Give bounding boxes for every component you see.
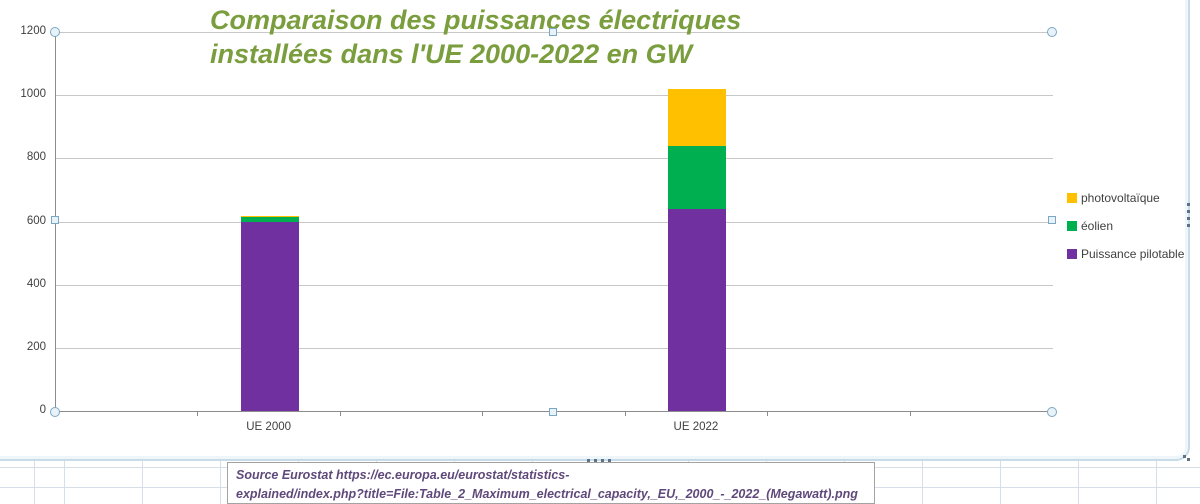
source-textbox[interactable]: Source Eurostat https://ec.europa.eu/eur…: [227, 462, 875, 504]
selection-handle-top-left-icon[interactable]: [50, 27, 60, 37]
chart-title-line2: installées dans l'UE 2000-2022 en GW: [210, 39, 693, 69]
legend-item[interactable]: éolien: [1067, 212, 1184, 240]
selection-handle-bottom-center-icon[interactable]: [549, 408, 557, 416]
legend-item[interactable]: Puissance pilotable: [1067, 240, 1184, 268]
bar-segment-puissance-pilotable[interactable]: [667, 208, 726, 411]
bar-segment-éolien[interactable]: [240, 216, 299, 222]
x-axis-tick: [339, 412, 341, 416]
selection-handle-top-center-icon[interactable]: [549, 28, 557, 36]
gridline: [56, 221, 1053, 223]
source-line1: Source Eurostat https://ec.europa.eu/eur…: [236, 468, 570, 482]
gridline: [56, 284, 1053, 286]
chart-title-line1: Comparaison des puissances électriques: [210, 5, 742, 35]
x-axis-category-label: UE 2000: [246, 421, 292, 433]
y-axis-tick-label: 800: [26, 151, 46, 164]
legend-label: photovoltaïque: [1081, 191, 1160, 205]
x-axis-tick: [482, 412, 484, 416]
chart-object[interactable]: [0, 0, 1190, 461]
gridline: [56, 347, 1053, 349]
legend[interactable]: photovoltaïque éolien Puissance pilotable: [1067, 184, 1184, 268]
selection-handle-top-right-icon[interactable]: [1047, 27, 1057, 37]
selection-handle-middle-left-icon[interactable]: [51, 216, 59, 224]
y-axis-tick-label: 1000: [20, 88, 46, 101]
selection-handle-bottom-right-icon[interactable]: [1047, 407, 1057, 417]
bar-segment-puissance-pilotable[interactable]: [240, 221, 299, 411]
chart-resize-handle-right-icon[interactable]: [1187, 203, 1190, 230]
legend-label: Puissance pilotable: [1081, 247, 1185, 261]
chart-resize-handle-bottom-icon[interactable]: [587, 459, 613, 462]
legend-label: éolien: [1081, 219, 1114, 233]
y-axis-tick-label: 0: [39, 404, 46, 416]
chart-title[interactable]: Comparaison des puissances électriques i…: [210, 0, 741, 71]
legend-item[interactable]: photovoltaïque: [1067, 184, 1184, 212]
x-axis-tick: [624, 412, 626, 416]
selection-handle-bottom-left-icon[interactable]: [50, 407, 60, 417]
x-axis-tick: [197, 412, 199, 416]
legend-swatch-icon: [1067, 249, 1077, 259]
bar-segment-éolien[interactable]: [667, 145, 726, 209]
chart-resize-handle-corner-icon[interactable]: [1183, 455, 1186, 458]
bar-segment-photovoltaïque[interactable]: [240, 215, 299, 217]
gridline: [56, 95, 1053, 97]
y-axis-tick-label: 1200: [20, 25, 46, 37]
plot-area[interactable]: [55, 32, 1053, 411]
y-axis-tick-label: 600: [26, 214, 46, 227]
bar-segment-photovoltaïque[interactable]: [667, 88, 726, 146]
legend-swatch-icon: [1067, 193, 1077, 203]
x-axis-category-label: UE 2022: [673, 421, 719, 433]
legend-swatch-icon: [1067, 221, 1077, 231]
x-axis-tick: [909, 412, 911, 416]
y-axis-tick-label: 200: [26, 340, 46, 353]
selection-handle-middle-right-icon[interactable]: [1048, 216, 1056, 224]
source-line2: explained/index.php?title=File:Table_2_M…: [236, 487, 858, 501]
gridline: [56, 158, 1053, 160]
x-axis-tick: [767, 412, 769, 416]
y-axis-tick-label: 400: [26, 277, 46, 290]
